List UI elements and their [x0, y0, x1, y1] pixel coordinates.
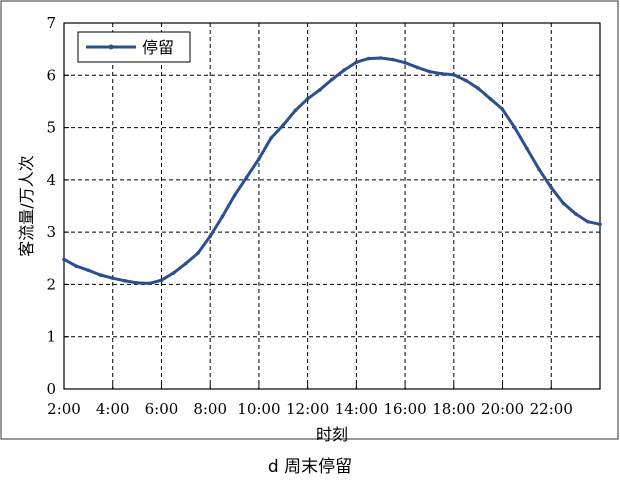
data-point	[452, 72, 456, 77]
data-point	[159, 278, 164, 283]
plot-area	[64, 23, 600, 389]
data-point	[488, 97, 493, 101]
data-point	[476, 86, 480, 91]
data-point	[244, 175, 249, 180]
data-point	[366, 56, 371, 61]
y-tick-label: 5	[46, 119, 56, 137]
x-tick-label: 6:00	[145, 400, 179, 418]
data-point	[147, 281, 152, 286]
y-tick-label: 0	[46, 380, 56, 398]
data-point	[464, 78, 468, 83]
x-tick-label: 14:00	[335, 400, 378, 418]
figure-border	[0, 0, 619, 440]
data-point	[208, 234, 212, 239]
data-point	[512, 125, 517, 130]
data-point	[74, 264, 78, 268]
x-tick-label: 10:00	[237, 400, 280, 418]
x-tick-label: 2:00	[47, 400, 81, 418]
data-point	[184, 261, 188, 266]
y-tick-label: 6	[46, 66, 56, 84]
data-point	[549, 185, 554, 190]
data-point	[220, 214, 225, 219]
data-point	[561, 201, 566, 206]
data-point	[403, 60, 407, 65]
x-axis-title: 时刻	[316, 425, 348, 444]
data-point	[171, 271, 176, 275]
data-point	[293, 108, 298, 113]
y-tick-label: 3	[46, 223, 56, 241]
data-point	[439, 71, 444, 76]
x-tick-label: 8:00	[193, 400, 227, 418]
data-point	[415, 65, 420, 70]
data-point	[378, 56, 383, 60]
data-point	[135, 281, 139, 285]
y-tick-label: 2	[46, 275, 56, 293]
data-point	[330, 77, 334, 82]
data-point	[391, 57, 395, 62]
data-point	[342, 68, 346, 72]
legend-marker	[108, 44, 114, 50]
data-point	[573, 212, 578, 216]
data-point	[427, 69, 432, 74]
x-tick-label: 22:00	[530, 400, 573, 418]
y-tick-label: 7	[46, 14, 56, 32]
y-tick-label: 4	[46, 171, 56, 189]
x-tick-label: 4:00	[96, 400, 130, 418]
y-tick-label: 1	[46, 328, 56, 346]
data-point	[98, 273, 103, 277]
data-point	[86, 268, 91, 273]
data-point	[500, 107, 505, 112]
data-point	[232, 193, 237, 198]
data-point	[305, 97, 310, 101]
x-tick-label: 18:00	[432, 400, 475, 418]
data-point	[318, 88, 322, 92]
x-tick-label: 16:00	[383, 400, 426, 418]
figure-caption: d 周末停留	[267, 457, 353, 477]
data-point	[196, 251, 200, 255]
y-axis-title: 客流量/万人次	[17, 155, 36, 256]
data-point	[354, 60, 359, 65]
data-point	[586, 219, 590, 224]
legend-label: 停留	[142, 38, 174, 57]
data-point	[598, 222, 602, 227]
plot-frame	[63, 22, 601, 390]
data-point	[110, 276, 115, 280]
x-tick-label: 12:00	[286, 400, 329, 418]
data-point	[123, 278, 127, 283]
x-tick-label: 20:00	[481, 400, 524, 418]
data-point	[62, 257, 66, 262]
data-point	[269, 136, 273, 140]
data-point	[525, 146, 529, 151]
data-point	[257, 157, 261, 161]
data-point	[281, 123, 286, 127]
data-point	[537, 167, 541, 172]
